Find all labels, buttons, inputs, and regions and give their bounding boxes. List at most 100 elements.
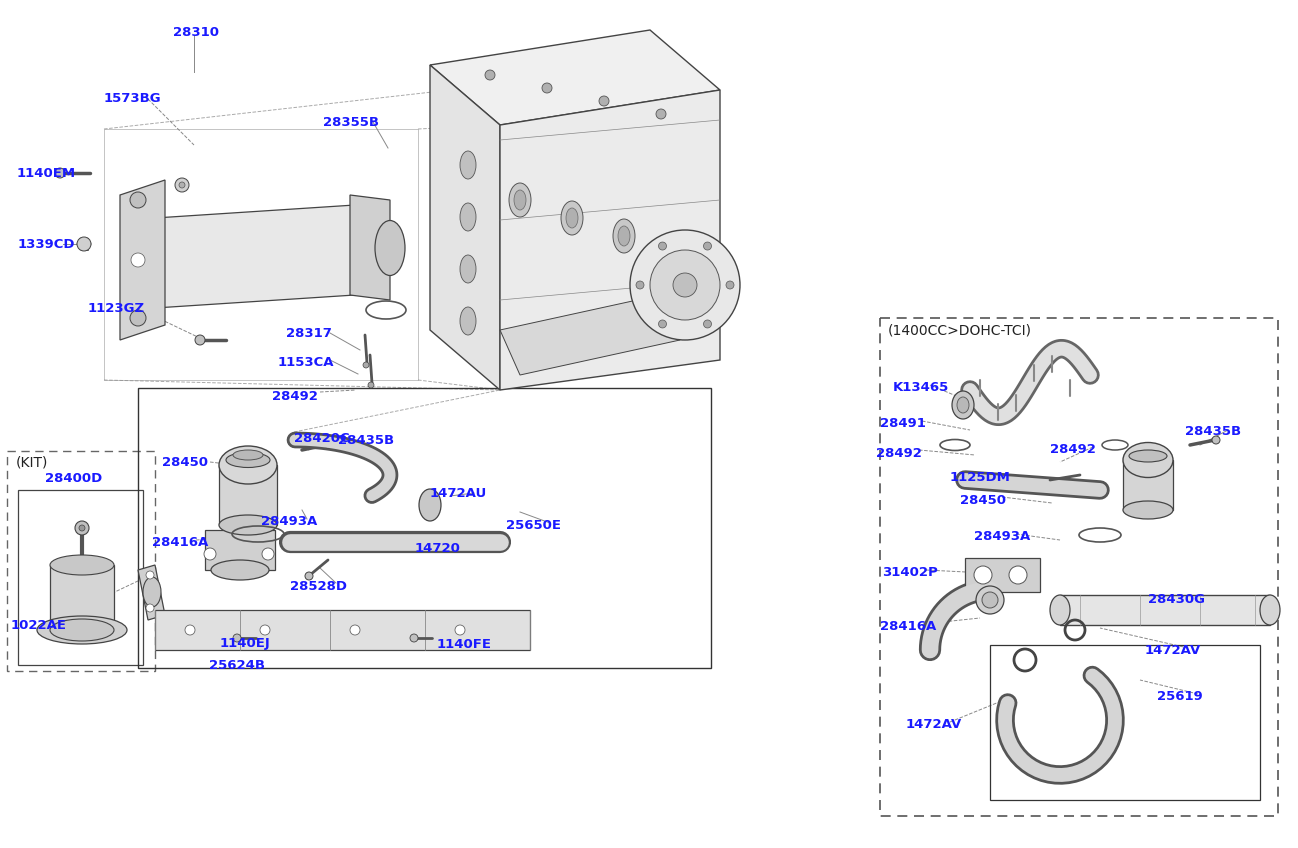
- Circle shape: [130, 310, 145, 326]
- Circle shape: [1212, 436, 1220, 444]
- Circle shape: [350, 625, 360, 635]
- Text: 28493A: 28493A: [261, 515, 317, 528]
- Text: 1022AE: 1022AE: [10, 619, 67, 632]
- Text: 1140EJ: 1140EJ: [219, 637, 271, 650]
- Text: K13465: K13465: [893, 381, 949, 394]
- Circle shape: [130, 192, 145, 208]
- Text: 28491: 28491: [880, 417, 925, 430]
- Ellipse shape: [670, 244, 681, 264]
- Circle shape: [75, 521, 90, 535]
- Polygon shape: [205, 530, 275, 570]
- Text: 1153CA: 1153CA: [278, 356, 335, 369]
- Text: 28492: 28492: [273, 390, 318, 403]
- Text: 28310: 28310: [173, 26, 219, 39]
- Polygon shape: [430, 30, 720, 125]
- Bar: [138, 388, 711, 668]
- Ellipse shape: [212, 560, 269, 580]
- Ellipse shape: [1123, 443, 1173, 477]
- Circle shape: [79, 525, 84, 531]
- Text: 1472AV: 1472AV: [1145, 644, 1201, 657]
- Ellipse shape: [51, 619, 114, 641]
- Polygon shape: [1060, 595, 1269, 625]
- Circle shape: [630, 230, 740, 340]
- Ellipse shape: [375, 220, 405, 276]
- Polygon shape: [219, 465, 276, 525]
- Circle shape: [55, 168, 65, 178]
- Ellipse shape: [419, 489, 441, 521]
- Bar: [18, 490, 143, 665]
- Circle shape: [704, 320, 711, 328]
- Ellipse shape: [1050, 595, 1070, 625]
- Ellipse shape: [983, 592, 998, 608]
- Bar: [6, 451, 154, 671]
- Ellipse shape: [566, 208, 578, 228]
- Ellipse shape: [509, 183, 531, 217]
- Circle shape: [658, 242, 666, 250]
- Ellipse shape: [951, 391, 974, 419]
- Circle shape: [636, 281, 644, 289]
- Bar: [880, 318, 1279, 816]
- Text: 28416A: 28416A: [880, 620, 936, 633]
- Text: 28435B: 28435B: [1185, 425, 1241, 438]
- Bar: [990, 645, 1260, 800]
- Ellipse shape: [459, 151, 476, 179]
- Text: 28492: 28492: [1050, 443, 1096, 456]
- Text: 28450: 28450: [162, 456, 208, 469]
- Text: 1123GZ: 1123GZ: [88, 302, 145, 315]
- Circle shape: [305, 572, 313, 580]
- Text: 25619: 25619: [1157, 690, 1203, 703]
- Ellipse shape: [51, 555, 114, 575]
- Text: (KIT): (KIT): [16, 455, 48, 469]
- Ellipse shape: [52, 621, 112, 639]
- Text: 1339CD: 1339CD: [18, 238, 75, 251]
- Circle shape: [974, 566, 992, 584]
- Ellipse shape: [219, 515, 276, 535]
- Ellipse shape: [976, 586, 1003, 614]
- Ellipse shape: [143, 577, 161, 607]
- Text: 1140EM: 1140EM: [17, 167, 77, 180]
- Ellipse shape: [561, 201, 583, 235]
- Polygon shape: [138, 565, 165, 620]
- Polygon shape: [500, 90, 720, 390]
- Circle shape: [456, 625, 465, 635]
- Polygon shape: [51, 565, 114, 630]
- Text: 28317: 28317: [286, 327, 332, 340]
- Polygon shape: [964, 558, 1040, 592]
- Ellipse shape: [38, 616, 127, 644]
- Circle shape: [77, 237, 91, 251]
- Text: 28435B: 28435B: [337, 434, 395, 447]
- Text: 25624B: 25624B: [209, 659, 265, 672]
- Ellipse shape: [1129, 450, 1167, 462]
- Text: 28493A: 28493A: [974, 530, 1031, 543]
- Text: 28420C: 28420C: [295, 432, 349, 445]
- Text: 14720: 14720: [415, 542, 461, 555]
- Circle shape: [234, 634, 241, 642]
- Text: 1472AU: 1472AU: [430, 487, 487, 500]
- Circle shape: [1009, 566, 1027, 584]
- Polygon shape: [500, 295, 680, 375]
- Text: 1472AV: 1472AV: [906, 718, 962, 731]
- Circle shape: [543, 83, 552, 93]
- Ellipse shape: [618, 226, 630, 246]
- Text: 28450: 28450: [961, 494, 1006, 507]
- Polygon shape: [154, 610, 530, 650]
- Text: (1400CC>DOHC-TCI): (1400CC>DOHC-TCI): [888, 324, 1032, 338]
- Ellipse shape: [226, 453, 270, 467]
- Circle shape: [175, 178, 190, 192]
- Circle shape: [655, 109, 666, 119]
- Text: 1125DM: 1125DM: [950, 471, 1011, 484]
- Polygon shape: [430, 65, 500, 390]
- Circle shape: [324, 440, 332, 448]
- Polygon shape: [350, 195, 389, 300]
- Text: 25650E: 25650E: [506, 519, 561, 532]
- Circle shape: [262, 548, 274, 560]
- Ellipse shape: [459, 203, 476, 231]
- Circle shape: [179, 182, 186, 188]
- Circle shape: [195, 335, 205, 345]
- Ellipse shape: [219, 446, 276, 484]
- Polygon shape: [119, 180, 165, 340]
- Ellipse shape: [459, 307, 476, 335]
- Text: 1573BG: 1573BG: [104, 92, 162, 105]
- Text: 28430G: 28430G: [1147, 593, 1205, 606]
- Text: 1140FE: 1140FE: [437, 638, 492, 651]
